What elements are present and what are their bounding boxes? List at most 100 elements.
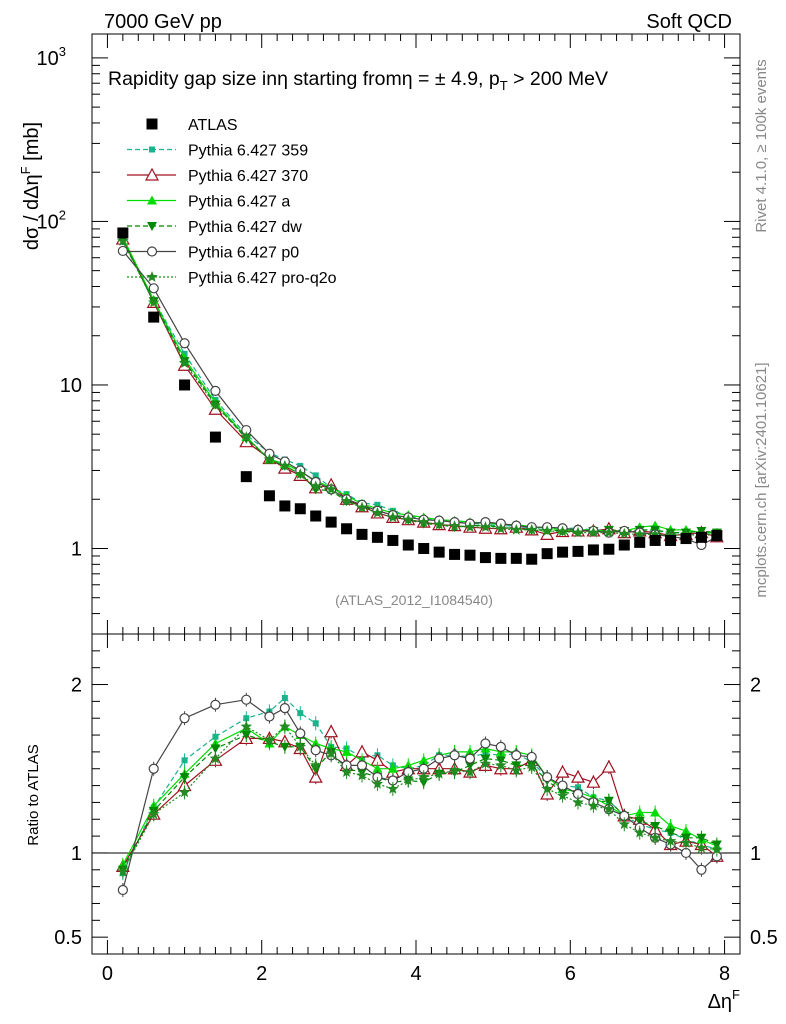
title-part-e: T (500, 78, 508, 93)
ratio-tick-label-right: 2 (750, 675, 761, 697)
y-tick-label-exp: 2 (59, 207, 66, 222)
xlabel-part-b: F (732, 987, 740, 1002)
point-pythia-6-427-p0 (210, 385, 221, 396)
legend-marker-pythia-6-427-p0 (146, 246, 158, 257)
point-atlas (371, 531, 383, 543)
ratio-point-pythia-6-427-p0 (295, 728, 306, 739)
point-pythia-6-427-pro-q2o (294, 468, 306, 479)
point-pythia-6-427-pro-q2o (433, 518, 445, 530)
point-pythia-6-427-pro-q2o (325, 483, 337, 495)
legend-label-pythia-6-427-p0: Pythia 6.427 p0 (188, 245, 299, 262)
point-pythia-6-427-p0 (148, 283, 159, 294)
point-atlas (433, 546, 445, 558)
ratio-point-pythia-6-427-p0 (511, 750, 522, 761)
y-tick-label-exp: 3 (59, 44, 66, 59)
ratio-tick-label: 0.5 (54, 927, 82, 949)
title-part-f: > 200 MeV (508, 68, 608, 90)
point-pythia-6-427-pro-q2o (310, 480, 322, 492)
point-pythia-6-427-p0 (117, 245, 128, 257)
point-atlas (464, 549, 476, 561)
point-pythia-6-427-pro-q2o (356, 501, 368, 513)
ratio-plot-frame (91, 633, 741, 955)
ratio-line-pythia-6-427-pro-q2o (122, 725, 717, 872)
point-pythia-6-427-pro-q2o (418, 516, 430, 527)
ratio-point-pythia-6-427-p0 (310, 745, 321, 756)
ylabel-part-a: dσ / dΔη (21, 174, 43, 250)
ratio-point-pythia-6-427-pro-q2o (148, 808, 160, 820)
x-tick-label: 2 (256, 963, 267, 985)
point-pythia-6-427-pro-q2o (510, 523, 522, 535)
point-atlas (402, 539, 414, 551)
y-tick-label-base: 10 (37, 211, 59, 233)
ratio-point-pythia-6-427-359 (281, 695, 288, 701)
ylabel-part-b: F (18, 166, 33, 174)
point-pythia-6-427-pro-q2o (587, 526, 600, 538)
main-series (115, 227, 724, 565)
ratio-point-pythia-6-427-p0 (241, 694, 252, 705)
ratio-point-pythia-6-427-pro-q2o (587, 799, 600, 811)
analysis-label: (ATLAS_2012_I1084540) (335, 592, 493, 608)
chart-title: Rapidity gap size inη starting fromη = ±… (108, 68, 608, 93)
point-pythia-6-427-pro-q2o (464, 521, 476, 533)
y-tick-label: 10 (60, 375, 82, 397)
point-pythia-6-427-pro-q2o (618, 527, 630, 539)
point-atlas (649, 534, 661, 546)
point-atlas (695, 531, 707, 543)
ratio-point-pythia-6-427-pro-q2o (340, 766, 353, 777)
ratio-point-pythia-6-427-pro-q2o (464, 766, 476, 777)
ratio-point-pythia-6-427-a (341, 746, 352, 756)
ratio-point-pythia-6-427-dw (179, 773, 190, 783)
x-tick-label: 6 (565, 963, 576, 985)
point-atlas (510, 552, 522, 564)
point-atlas (572, 545, 584, 557)
legend-label-pythia-6-427-pro-q2o: Pythia 6.427 pro-q2o (188, 270, 337, 287)
point-pythia-6-427-pro-q2o (603, 526, 615, 538)
ratio-tick-label-right: 1 (750, 843, 761, 865)
legend-marker-atlas (146, 118, 158, 130)
ratio-point-pythia-6-427-a (403, 760, 414, 770)
ratio-point-pythia-6-427-pro-q2o (664, 835, 677, 847)
ratio-series (115, 691, 724, 897)
point-atlas (117, 227, 129, 239)
point-atlas (341, 523, 353, 535)
series-line-pythia-6-427-pro-q2o (122, 240, 717, 537)
x-axis-label: ΔηF (708, 987, 740, 1013)
legend-marker-pythia-6-427-dw (147, 222, 157, 231)
y-tick-label: 102 (37, 207, 66, 233)
point-pythia-6-427-pro-q2o (148, 296, 160, 308)
ratio-point-pythia-6-427-pro-q2o (433, 767, 445, 779)
ratio-point-pythia-6-427-a (418, 755, 429, 765)
ratio-point-pythia-6-427-a (387, 763, 398, 773)
point-atlas (310, 510, 322, 522)
point-atlas (240, 471, 252, 483)
point-pythia-6-427-pro-q2o (402, 513, 414, 525)
header-right: Soft QCD (646, 11, 732, 33)
ratio-point-pythia-6-427-pro-q2o (495, 759, 507, 771)
ratio-point-pythia-6-427-dw (210, 744, 221, 754)
ratio-point-pythia-6-427-dw (665, 828, 676, 838)
ratio-point-pythia-6-427-370 (570, 769, 586, 783)
point-atlas (479, 552, 491, 564)
legend-marker-pythia-6-427-a (147, 195, 157, 205)
ratio-point-pythia-6-427-pro-q2o (178, 786, 191, 798)
ratio-point-pythia-6-427-359 (181, 757, 188, 764)
ratio-point-pythia-6-427-a (665, 821, 676, 830)
ratio-point-pythia-6-427-p0 (449, 750, 460, 761)
ratio-point-pythia-6-427-pro-q2o (572, 796, 584, 808)
y-tick-label: 103 (37, 44, 66, 70)
y-axis-label: dσ / dΔηF [mb] (18, 122, 43, 250)
ratio-point-pythia-6-427-pro-q2o (325, 747, 337, 759)
ratio-point-pythia-6-427-pro-q2o (634, 826, 646, 838)
ratio-point-pythia-6-427-pro-q2o (356, 769, 368, 781)
ratio-point-pythia-6-427-370 (586, 774, 601, 788)
ratio-point-pythia-6-427-pro-q2o (680, 836, 692, 848)
point-pythia-6-427-pro-q2o (479, 521, 492, 533)
point-pythia-6-427-pro-q2o (495, 522, 507, 534)
ratio-point-pythia-6-427-p0 (480, 738, 491, 749)
ratio-y-axis-label: Ratio to ATLAS (25, 744, 42, 845)
point-atlas (557, 546, 569, 558)
x-tick-label: 0 (102, 963, 113, 985)
ratio-point-pythia-6-427-pro-q2o (649, 831, 661, 843)
ratio-point-pythia-6-427-pro-q2o (418, 771, 430, 783)
ratio-point-pythia-6-427-p0 (148, 763, 159, 774)
